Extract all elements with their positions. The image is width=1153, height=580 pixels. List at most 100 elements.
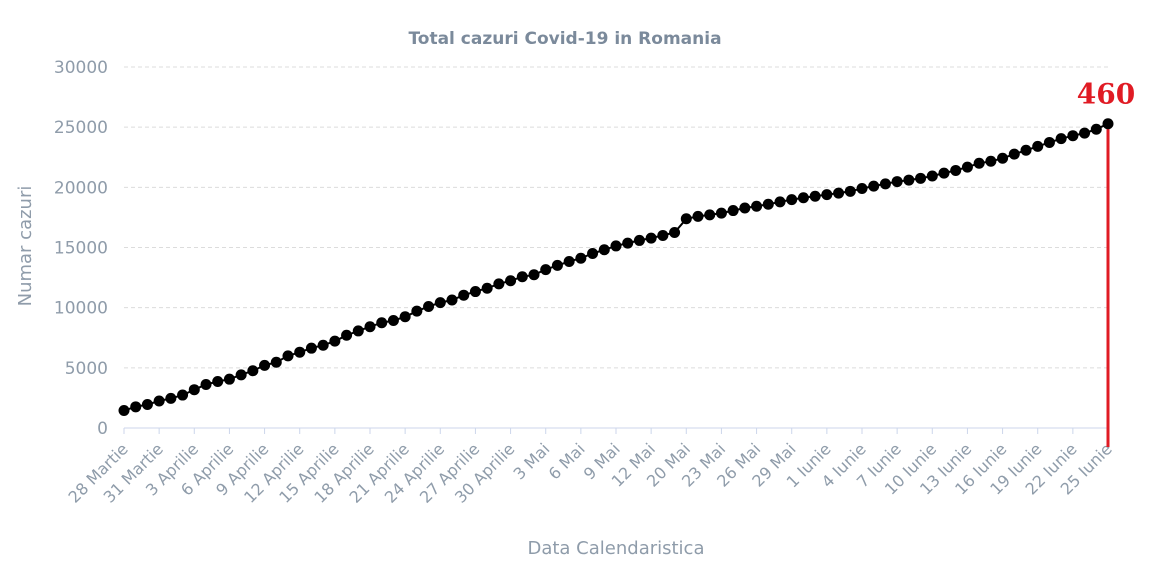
data-point (727, 205, 739, 217)
y-tick-label: 10000 (54, 299, 108, 319)
data-point (774, 196, 786, 208)
data-point (352, 325, 364, 337)
data-point (317, 339, 329, 351)
data-point (364, 321, 376, 333)
data-point (446, 294, 458, 306)
annotation-label: 460 (1077, 78, 1135, 111)
data-point (423, 301, 435, 313)
data-point (879, 178, 891, 190)
data-point (903, 174, 915, 186)
data-point (833, 187, 845, 199)
data-point (575, 252, 587, 264)
data-point (505, 275, 517, 287)
data-point (1102, 118, 1114, 130)
data-point (786, 194, 798, 206)
gridlines (124, 66, 1108, 369)
data-point (458, 289, 470, 301)
data-point (153, 395, 165, 407)
data-point (868, 180, 880, 192)
y-tick-label: 25000 (54, 118, 108, 138)
data-point (188, 384, 200, 396)
data-point (1008, 148, 1020, 160)
data-point (669, 226, 681, 238)
data-point (657, 229, 669, 241)
data-point (247, 365, 259, 377)
data-point (305, 342, 317, 354)
data-point (938, 167, 950, 179)
data-point (645, 232, 657, 244)
data-point (1090, 123, 1102, 135)
data-point (434, 297, 446, 309)
data-point (950, 164, 962, 176)
data-point (212, 376, 224, 388)
data-point (622, 237, 634, 249)
y-axis-label: Numar cazuri (15, 186, 36, 307)
data-point (856, 182, 868, 194)
y-tick-label: 15000 (54, 239, 108, 259)
y-axis-ticks: 0 5000 10000 15000 20000 25000 30000 (54, 58, 108, 439)
data-point (926, 170, 938, 182)
data-point (399, 311, 411, 323)
data-point (551, 259, 563, 271)
data-point (692, 210, 704, 222)
y-tick-label: 5000 (65, 359, 108, 379)
data-point (715, 207, 727, 219)
data-point (1079, 127, 1091, 139)
data-point (411, 305, 423, 317)
data-point (118, 405, 130, 417)
data-point (587, 248, 599, 260)
data-point (610, 240, 622, 252)
data-point (259, 359, 271, 371)
data-point (797, 192, 809, 204)
data-point (598, 244, 610, 256)
data-point (633, 234, 645, 246)
data-point (1055, 133, 1067, 145)
data-point (165, 392, 177, 404)
data-points (118, 118, 1114, 417)
data-point (985, 155, 997, 167)
data-point (961, 161, 973, 173)
y-tick-label: 0 (97, 419, 108, 439)
data-point (680, 213, 692, 225)
data-point (1032, 140, 1044, 152)
data-point (751, 200, 763, 212)
data-point (223, 373, 235, 385)
data-point (481, 282, 493, 294)
data-point (200, 379, 212, 391)
y-tick-label: 30000 (54, 58, 108, 78)
data-point (270, 356, 282, 368)
data-point (341, 329, 353, 341)
data-point (997, 152, 1009, 164)
data-point (891, 176, 903, 188)
data-point (516, 271, 528, 283)
data-point (915, 172, 927, 184)
data-point (844, 185, 856, 197)
data-point (1020, 144, 1032, 156)
data-point (130, 401, 142, 413)
data-point (762, 198, 774, 210)
chart-title: Total cazuri Covid-19 in Romania (408, 29, 721, 49)
x-tick-label: 6 Mai (545, 439, 589, 483)
data-point (540, 264, 552, 276)
data-point (1043, 136, 1055, 148)
data-point (469, 286, 481, 298)
data-point (387, 314, 399, 326)
data-point (739, 202, 751, 214)
x-axis-label: Data Calendaristica (527, 538, 704, 559)
data-point (376, 317, 388, 329)
x-tick-label: 3 Mai (509, 439, 553, 483)
data-point (177, 389, 189, 401)
y-tick-label: 20000 (54, 178, 108, 198)
data-point (528, 269, 540, 281)
data-point (1067, 130, 1079, 142)
data-point (809, 190, 821, 202)
data-point (294, 346, 306, 358)
data-point (973, 157, 985, 169)
data-point (821, 189, 833, 201)
data-point (329, 335, 341, 347)
data-point (493, 278, 505, 290)
data-point (235, 369, 247, 381)
data-point (704, 209, 716, 221)
